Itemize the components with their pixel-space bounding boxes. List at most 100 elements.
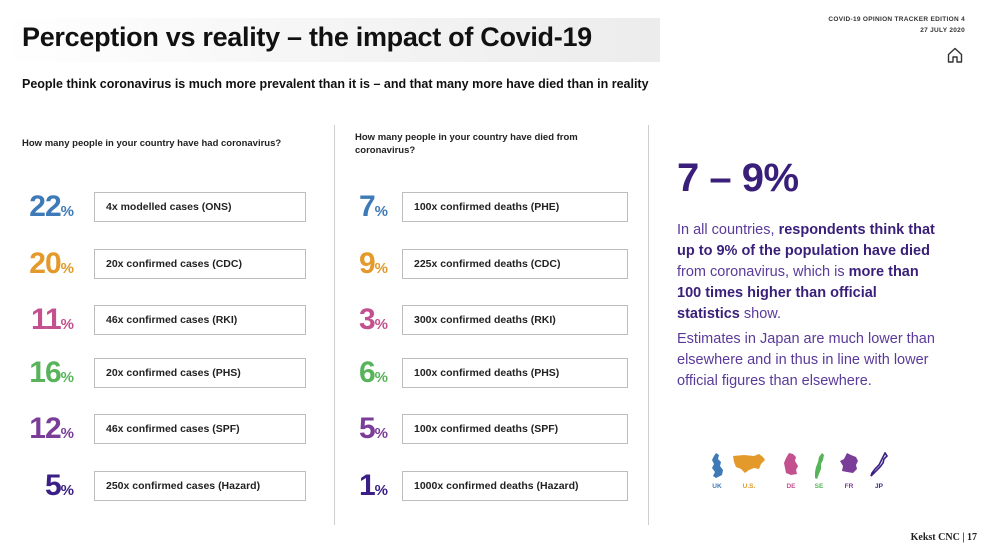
percentage-value: 22 <box>29 190 61 223</box>
deaths-row: 5% 100x confirmed deaths (SPF) <box>0 412 628 446</box>
deaths-percentage: 3% <box>322 303 388 342</box>
cases-row: 11% 46x confirmed cases (RKI) <box>0 303 306 337</box>
summary-highlight: respondents think that up to 9% of the p… <box>677 222 935 259</box>
deaths-reference-box: 100x confirmed deaths (PHE) <box>402 192 628 222</box>
percentage-value: 11 <box>30 303 62 336</box>
cases-percentage: 16% <box>8 356 74 395</box>
cases-reference-box: 20x confirmed cases (PHS) <box>94 358 306 388</box>
percentage-value: 9 <box>358 247 376 280</box>
country-label: DE <box>786 483 796 490</box>
deaths-reference-box: 100x confirmed deaths (SPF) <box>402 414 628 444</box>
percentage-value: 1 <box>358 469 376 502</box>
cases-row: 22% 4x modelled cases (ONS) <box>0 190 306 224</box>
edition-info: COVID-19 OPINION TRACKER EDITION 4 27 JU… <box>828 14 965 36</box>
percentage-value: 6 <box>358 356 376 389</box>
country-label: UK <box>712 483 722 490</box>
percentage-sign: % <box>60 369 74 386</box>
percentage-value: 5 <box>44 469 62 502</box>
percentage-sign: % <box>374 482 388 499</box>
percentage-sign: % <box>60 482 74 499</box>
deaths-reference-box: 300x confirmed deaths (RKI) <box>402 305 628 335</box>
deaths-row: 6% 100x confirmed deaths (PHS) <box>0 356 628 390</box>
cases-reference-box: 250x confirmed cases (Hazard) <box>94 471 306 501</box>
summary-text-part: from coronavirus, which is <box>677 264 849 280</box>
page-subtitle: People think coronavirus is much more pr… <box>22 77 649 91</box>
cases-percentage: 12% <box>8 412 74 451</box>
cases-question: How many people in your country have had… <box>22 138 282 149</box>
uk-map-icon <box>712 453 723 478</box>
country-de: DE <box>776 452 806 496</box>
cases-row: 5% 250x confirmed cases (Hazard) <box>0 469 306 503</box>
deaths-row: 1% 1000x confirmed deaths (Hazard) <box>0 469 628 503</box>
deaths-reference-box: 1000x confirmed deaths (Hazard) <box>402 471 628 501</box>
country-legend: UK U.S. DE SE FR JP <box>702 452 902 496</box>
cases-percentage: 20% <box>8 247 74 286</box>
deaths-percentage: 5% <box>322 412 388 451</box>
france-map-icon <box>840 453 858 473</box>
deaths-row: 7% 100x confirmed deaths (PHE) <box>0 190 628 224</box>
summary-paragraph-1: In all countries, respondents think that… <box>677 220 939 325</box>
percentage-sign: % <box>60 425 74 442</box>
japan-map-icon <box>870 452 888 477</box>
summary-highlight: more than 100 times higher than official… <box>677 264 919 322</box>
deaths-row: 3% 300x confirmed deaths (RKI) <box>0 303 628 337</box>
summary-paragraph-2: Estimates in Japan are much lower than e… <box>677 331 935 389</box>
percentage-value: 5 <box>358 412 376 445</box>
deaths-question: How many people in your country have die… <box>355 132 578 156</box>
percentage-value: 16 <box>29 356 61 389</box>
summary-text: In all countries, respondents think that… <box>677 220 939 396</box>
sweden-map-icon <box>815 453 824 479</box>
cases-reference-box: 46x confirmed cases (SPF) <box>94 414 306 444</box>
deaths-row: 9% 225x confirmed deaths (CDC) <box>0 247 628 281</box>
footer-brand-page: Kekst CNC | 17 <box>910 532 977 543</box>
cases-percentage: 22% <box>8 190 74 229</box>
cases-percentage: 11% <box>8 303 74 342</box>
cases-row: 12% 46x confirmed cases (SPF) <box>0 412 306 446</box>
us-map-icon <box>733 454 765 473</box>
column-divider <box>648 125 649 525</box>
summary-text-part: In all countries, <box>677 222 779 238</box>
percentage-value: 20 <box>29 247 61 280</box>
summary-range: 7 – 9% <box>677 156 799 200</box>
cases-reference-box: 4x modelled cases (ONS) <box>94 192 306 222</box>
country-label: FR <box>844 483 854 490</box>
country-fr: FR <box>834 452 864 496</box>
percentage-sign: % <box>374 260 388 277</box>
percentage-sign: % <box>374 425 388 442</box>
deaths-percentage: 1% <box>322 469 388 508</box>
country-se: SE <box>804 452 834 496</box>
cases-row: 20% 20x confirmed cases (CDC) <box>0 247 306 281</box>
deaths-reference-box: 100x confirmed deaths (PHS) <box>402 358 628 388</box>
country-label: JP <box>875 483 883 490</box>
deaths-percentage: 7% <box>322 190 388 229</box>
percentage-sign: % <box>374 316 388 333</box>
percentage-sign: % <box>60 316 74 333</box>
percentage-sign: % <box>374 369 388 386</box>
edition-name: COVID-19 OPINION TRACKER EDITION 4 <box>828 16 965 23</box>
cases-row: 16% 20x confirmed cases (PHS) <box>0 356 306 390</box>
percentage-value: 7 <box>358 190 376 223</box>
percentage-value: 12 <box>29 412 61 445</box>
germany-map-icon <box>784 453 798 475</box>
country-uk: UK <box>702 452 732 496</box>
deaths-percentage: 9% <box>322 247 388 286</box>
country-label: U.S. <box>742 483 756 490</box>
edition-date: 27 JULY 2020 <box>920 27 965 34</box>
cases-reference-box: 20x confirmed cases (CDC) <box>94 249 306 279</box>
cases-percentage: 5% <box>8 469 74 508</box>
home-icon[interactable] <box>946 46 964 64</box>
country-jp: JP <box>864 452 894 496</box>
summary-text-part: show. <box>739 306 781 322</box>
page-title: Perception vs reality – the impact of Co… <box>22 22 592 52</box>
percentage-sign: % <box>60 203 74 220</box>
country-us: U.S. <box>733 452 765 496</box>
deaths-reference-box: 225x confirmed deaths (CDC) <box>402 249 628 279</box>
percentage-value: 3 <box>358 303 376 336</box>
deaths-percentage: 6% <box>322 356 388 395</box>
cases-reference-box: 46x confirmed cases (RKI) <box>94 305 306 335</box>
percentage-sign: % <box>374 203 388 220</box>
percentage-sign: % <box>60 260 74 277</box>
title-background <box>0 18 660 62</box>
column-divider <box>334 125 335 525</box>
country-label: SE <box>814 483 824 490</box>
